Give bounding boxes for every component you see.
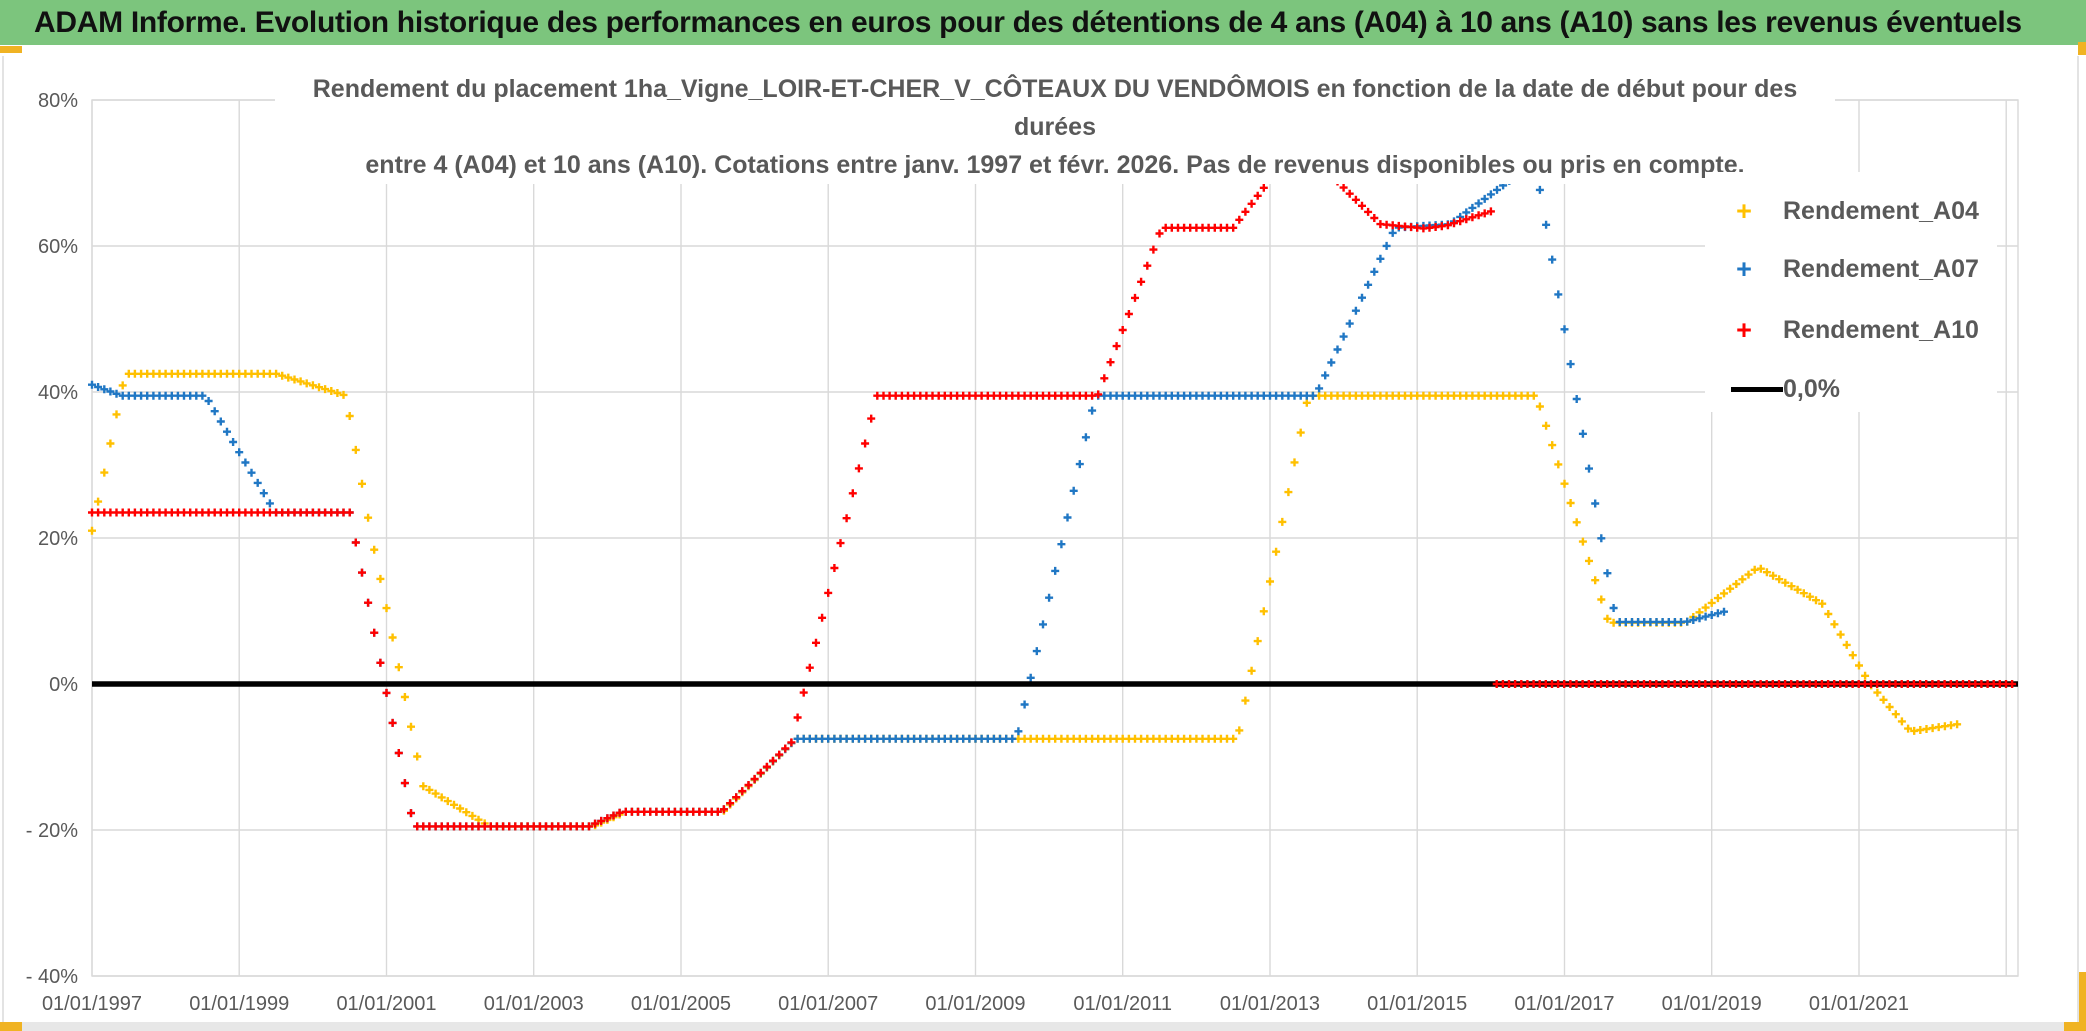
legend-label: Rendement_A04 xyxy=(1783,196,1979,225)
y-axis-label: - 40% xyxy=(26,966,78,988)
y-axis-label: 60% xyxy=(38,236,78,258)
y-axis-label: - 20% xyxy=(26,820,78,842)
chart-area-border-right xyxy=(2077,56,2079,1022)
accent-right-bottom-bar xyxy=(2078,972,2086,1022)
y-axis-label: 0% xyxy=(49,674,78,696)
x-axis-label: 01/01/2001 xyxy=(336,993,436,1015)
y-axis-label: 40% xyxy=(38,382,78,404)
legend-label: 0,0% xyxy=(1783,374,1840,403)
accent-top-left xyxy=(0,46,22,53)
chart-legend: + Rendement_A04 + Rendement_A07 + Rendem… xyxy=(1705,172,1997,412)
x-axis-label: 01/01/2013 xyxy=(1220,993,1320,1015)
x-axis-label: 01/01/1997 xyxy=(42,993,142,1015)
chart-title: Rendement du placement 1ha_Vigne_LOIR-ET… xyxy=(275,70,1835,184)
accent-bottom-right xyxy=(2064,1022,2086,1031)
x-axis-label: 01/01/2017 xyxy=(1514,993,1614,1015)
plus-marker-icon: + xyxy=(1736,315,1752,345)
zero-line-swatch xyxy=(1731,386,1783,392)
x-axis-label: 01/01/2015 xyxy=(1367,993,1467,1015)
x-axis-label: 01/01/2021 xyxy=(1809,993,1909,1015)
legend-item-a07[interactable]: + Rendement_A07 xyxy=(1705,254,1997,284)
x-axis-label: 01/01/2003 xyxy=(484,993,584,1015)
x-axis-label: 01/01/2007 xyxy=(778,993,878,1015)
accent-top-right xyxy=(2078,42,2086,55)
axis-labels: 80% 60% 40% 20% 0% - 20% - 40% 01/01/1997 01/01/… xyxy=(26,90,1909,1015)
chart-area-border-left xyxy=(2,56,4,1022)
bottom-border-track xyxy=(22,1022,2064,1031)
series-rendement_a10 xyxy=(88,147,2017,831)
chart-title-line2: entre 4 (A04) et 10 ans (A10). Cotations… xyxy=(365,151,1745,179)
accent-bottom-left xyxy=(0,1022,22,1031)
x-axis-label: 01/01/2005 xyxy=(631,993,731,1015)
x-axis-label: 01/01/2019 xyxy=(1662,993,1762,1015)
x-axis-label: 01/01/2011 xyxy=(1073,993,1172,1015)
y-axis-label: 80% xyxy=(38,90,78,112)
x-axis-label: 01/01/2009 xyxy=(925,993,1025,1015)
legend-label: Rendement_A07 xyxy=(1783,254,1979,283)
report-title-bar: ADAM Informe. Evolution historique des p… xyxy=(0,0,2086,45)
legend-item-zero-line[interactable]: 0,0% xyxy=(1705,374,1997,404)
legend-item-a04[interactable]: + Rendement_A04 xyxy=(1705,196,1997,226)
y-axis-label: 20% xyxy=(38,528,78,550)
chart-title-line1: Rendement du placement 1ha_Vigne_LOIR-ET… xyxy=(312,75,1798,141)
legend-item-a10[interactable]: + Rendement_A10 xyxy=(1705,315,1997,345)
series-rendement_a07 xyxy=(88,158,1728,831)
report-title: ADAM Informe. Evolution historique des p… xyxy=(34,5,2022,39)
x-axis-label: 01/01/1999 xyxy=(189,993,289,1015)
plus-marker-icon: + xyxy=(1736,196,1752,226)
legend-label: Rendement_A10 xyxy=(1783,315,1979,344)
plus-marker-icon: + xyxy=(1736,254,1752,284)
